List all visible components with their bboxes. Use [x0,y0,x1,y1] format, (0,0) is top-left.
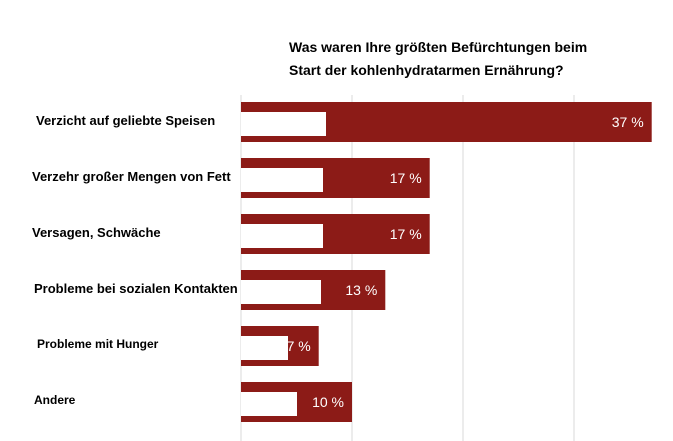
bar-inner-box-0 [241,112,326,136]
data-label-1: 17 % [390,170,422,186]
bar-inner-box-1 [241,168,323,192]
chart-title-line-2: Start der kohlenhydratarmen Ernährung? [289,62,564,78]
bar-inner-box-4 [241,336,288,360]
category-label-0: Verzicht auf geliebte Speisen [36,113,216,128]
bar-inner-box-2 [241,224,323,248]
data-label-4: 7 % [287,338,311,354]
bar-inner-box-3 [241,280,321,304]
data-label-5: 10 % [312,394,344,410]
data-label-3: 13 % [345,282,377,298]
chart-title: Was waren Ihre größten Befürchtungen bei… [289,36,629,82]
category-label-3: Probleme bei sozialen Kontakten [34,281,238,296]
data-label-0: 37 % [612,114,644,130]
category-label-5: Andere [34,393,76,407]
data-label-2: 17 % [390,226,422,242]
category-label-1: Verzehr großer Mengen von Fett [32,169,231,184]
category-label-2: Versagen, Schwäche [32,225,161,240]
bar-inner-box-5 [241,392,297,416]
category-label-4: Probleme mit Hunger [37,337,159,351]
chart-title-line-1: Was waren Ihre größten Befürchtungen bei… [289,39,588,55]
